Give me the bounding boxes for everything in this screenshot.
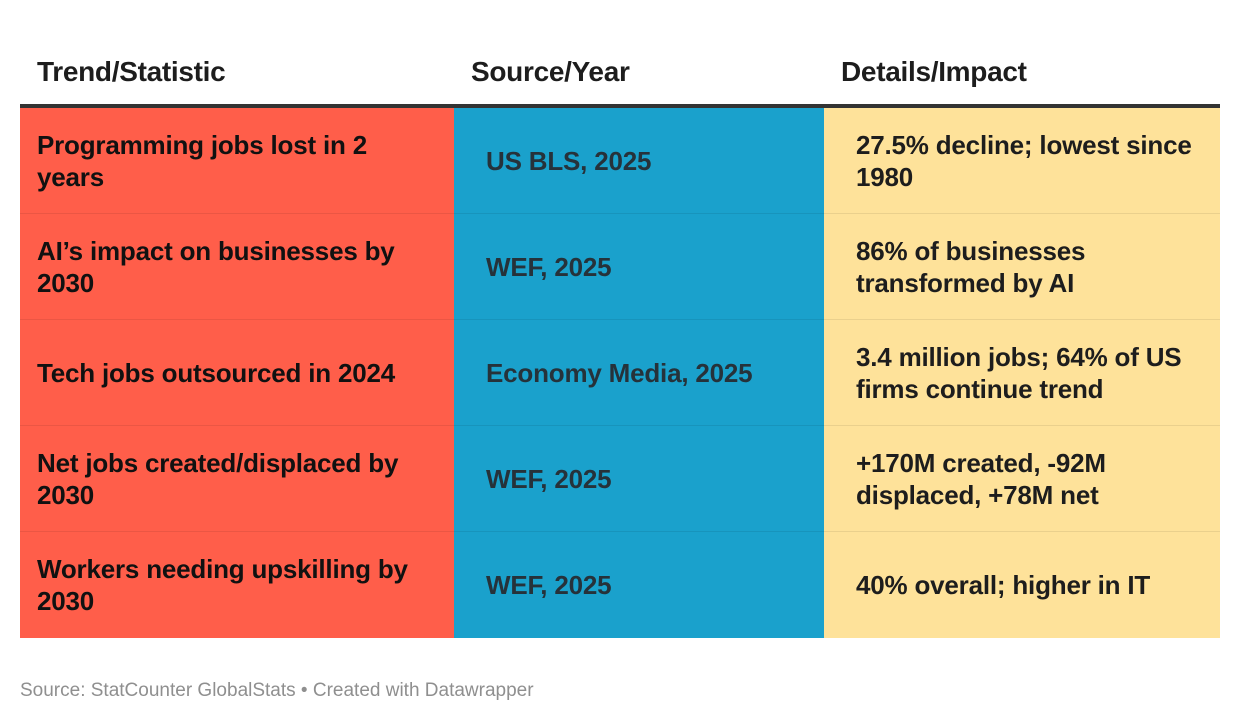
- details-cell: 40% overall; higher in IT: [824, 532, 1220, 638]
- trend-cell: Net jobs created/displaced by 2030: [20, 426, 454, 532]
- trend-cell: Tech jobs outsourced in 2024: [20, 320, 454, 426]
- source-footer: Source: StatCounter GlobalStats • Create…: [20, 680, 534, 701]
- trend-cell: Programming jobs lost in 2 years: [20, 108, 454, 214]
- data-table: Trend/Statistic Source/Year Details/Impa…: [20, 40, 1220, 638]
- details-cell: 3.4 million jobs; 64% of US firms contin…: [824, 320, 1220, 426]
- source-cell: Economy Media, 2025: [454, 320, 824, 426]
- trend-cell: AI’s impact on businesses by 2030: [20, 214, 454, 320]
- table-row: Workers needing upskilling by 2030 WEF, 2…: [20, 532, 1220, 638]
- table-body: Programming jobs lost in 2 years US BLS, …: [20, 108, 1220, 638]
- details-cell: 27.5% decline; lowest since 1980: [824, 108, 1220, 214]
- details-cell: +170M created, -92M displaced, +78M net: [824, 426, 1220, 532]
- trend-cell: Workers needing upskilling by 2030: [20, 532, 454, 638]
- column-header-trend: Trend/Statistic: [37, 56, 226, 87]
- table-row: Programming jobs lost in 2 years US BLS, …: [20, 108, 1220, 214]
- column-header-details: Details/Impact: [841, 56, 1027, 87]
- source-cell: WEF, 2025: [454, 214, 824, 320]
- column-header-source: Source/Year: [471, 56, 630, 87]
- details-cell: 86% of businesses transformed by AI: [824, 214, 1220, 320]
- table-row: AI’s impact on businesses by 2030 WEF, 20…: [20, 214, 1220, 320]
- table-row: Tech jobs outsourced in 2024 Economy Medi…: [20, 320, 1220, 426]
- source-cell: WEF, 2025: [454, 426, 824, 532]
- source-cell: US BLS, 2025: [454, 108, 824, 214]
- table-header: Trend/Statistic Source/Year Details/Impa…: [20, 40, 1220, 108]
- source-cell: WEF, 2025: [454, 532, 824, 638]
- table-row: Net jobs created/displaced by 2030 WEF, 2…: [20, 426, 1220, 532]
